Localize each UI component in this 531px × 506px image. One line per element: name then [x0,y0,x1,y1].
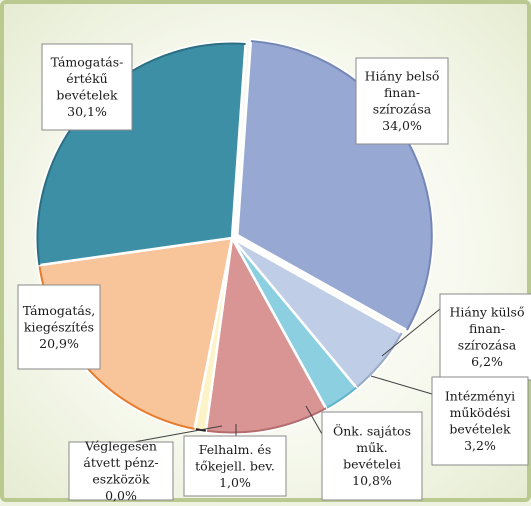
data-label-text-6: kiegészítés [24,319,94,334]
data-label-text-5: eszközök [92,472,150,487]
data-label-text-3: bevételei [343,457,401,472]
data-label-text-0: szírozása [373,102,432,117]
data-label-text-3: Önk. sajátos [333,423,411,439]
data-label-text-1: Hiány külső [450,305,525,320]
data-label-text-6: Támogatás, [23,303,96,318]
data-label-text-2: Intézményi [445,389,515,404]
leader-line-1 [381,308,441,357]
data-label-value-7: 30,1% [67,104,107,119]
data-label-text-2: működési [450,405,511,420]
pie-slice-edge-1 [355,332,403,389]
data-label-value-2: 3,2% [464,438,496,453]
data-label-value-6: 20,9% [39,336,79,351]
pie-slice-edge-3 [205,407,327,434]
data-label-box-4 [183,435,287,497]
data-label-text-0: Hiány belső [365,69,440,84]
data-label-value-4: 1,0% [219,475,251,490]
data-label-box-3 [321,411,423,501]
data-label-value-1: 6,2% [471,354,503,369]
data-label-text-5: Véglegesen [84,439,157,454]
data-label-box-6 [17,284,101,370]
data-label-box-1 [439,293,531,381]
data-label-box-7 [41,43,133,131]
data-label-text-7: bevételek [56,88,118,103]
leader-line-3 [305,405,323,435]
data-label-text-3: műk. [356,440,387,455]
data-label-text-2: bevételek [449,422,511,437]
data-label-text-1: finan- [469,321,505,336]
data-label-text-5: átvett pénz- [83,455,158,470]
data-label-text-4: Felhalm. és [199,442,272,457]
data-label-text-4: tőkejell. bev. [195,458,275,473]
data-label-value-0: 34,0% [382,118,422,133]
data-label-value-5: 0,0% [105,488,137,503]
data-label-text-7: értékű [66,71,107,86]
data-label-value-3: 10,8% [352,473,392,488]
leader-line-5 [133,425,223,443]
data-label-box-2 [431,376,529,466]
leader-line-2 [370,375,433,395]
data-label-box-5 [68,441,174,501]
data-label-text-7: Támogatás- [51,55,124,70]
data-label-text-1: szírozása [458,338,517,353]
data-label-text-0: finan- [384,85,420,100]
data-label-box-0 [355,57,449,145]
